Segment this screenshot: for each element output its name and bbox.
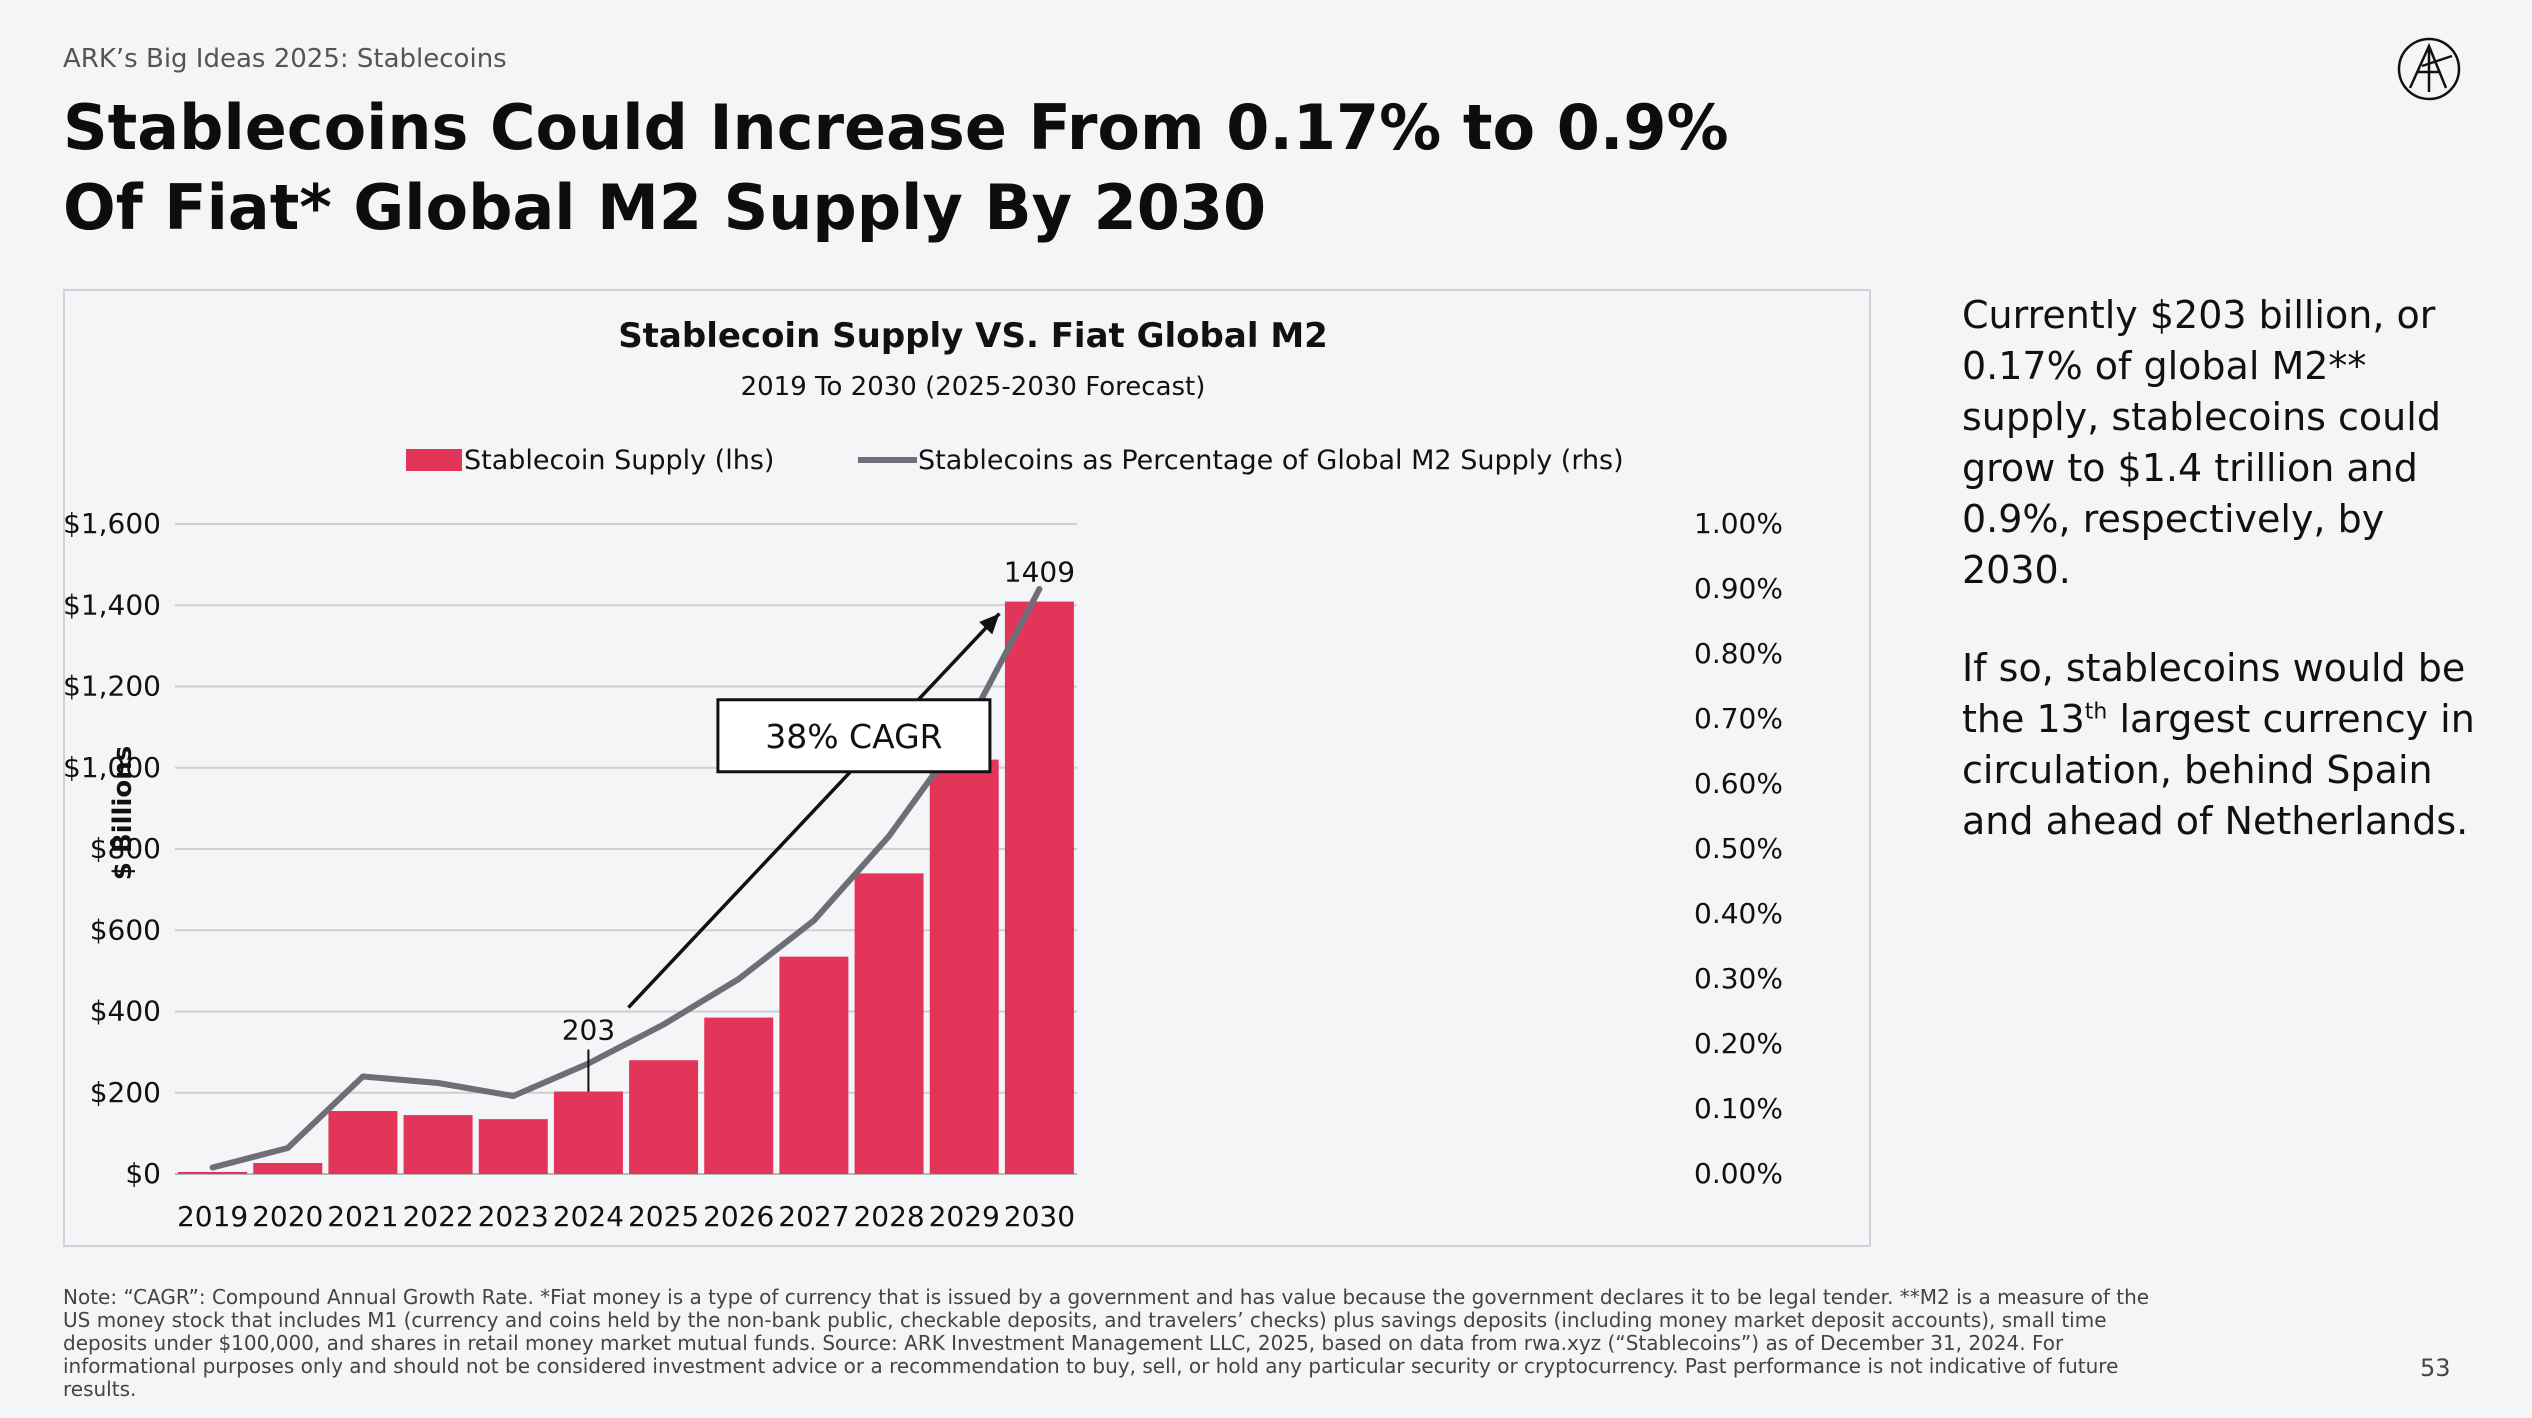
x-tick-label: 2029 xyxy=(929,1200,1000,1233)
ordinal-suffix: th xyxy=(2084,699,2108,725)
chart-title: Stablecoin Supply VS. Fiat Global M2 xyxy=(618,316,1328,356)
page-number: 53 xyxy=(2420,1354,2451,1382)
y-tick-left: $0 xyxy=(125,1157,161,1190)
cagr-box xyxy=(716,698,992,774)
footnote: Note: “CAGR”: Compound Annual Growth Rat… xyxy=(63,1285,2150,1401)
legend-bar-label: Stablecoin Supply (lhs) xyxy=(464,445,774,476)
y-tick-right: 0.30% xyxy=(1694,962,1783,995)
cagr-label: 38% CAGR xyxy=(765,717,942,756)
x-tick-label: 2022 xyxy=(402,1200,473,1233)
y-tick-left: $1,000 xyxy=(65,751,161,784)
bar-2025 xyxy=(629,1060,699,1174)
bar-2020 xyxy=(253,1163,323,1174)
insight-paragraph-2: If so, stablecoins would be the 13th lar… xyxy=(1962,643,2482,847)
y-tick-right: 0.80% xyxy=(1694,637,1783,670)
cagr-arrow-line xyxy=(627,612,1001,1009)
y-tick-right: 0.10% xyxy=(1694,1092,1783,1125)
y-tick-right: 0.60% xyxy=(1694,767,1783,800)
y-axis-label: $ Billions xyxy=(108,746,138,880)
bar-2026 xyxy=(704,1017,774,1174)
x-tick-label: 2024 xyxy=(553,1200,624,1233)
page-title: Stablecoins Could Increase From 0.17% to… xyxy=(63,91,1729,244)
m2-share-point-2030 xyxy=(1036,586,1043,592)
insight-text-b: largest currency in circulation, behind … xyxy=(1962,697,2475,843)
y-tick-right: 0.50% xyxy=(1694,832,1783,865)
ark-logo-icon xyxy=(2397,37,2461,101)
m2-share-point-2020 xyxy=(284,1145,291,1151)
y-tick-right: 0.40% xyxy=(1694,897,1783,930)
cagr-arrow-head xyxy=(979,613,1000,635)
bar-2022 xyxy=(403,1115,473,1174)
y-tick-right: 0.70% xyxy=(1694,702,1783,735)
bar-2029 xyxy=(929,759,999,1174)
m2-share-point-2019 xyxy=(209,1164,216,1171)
label-2030-value: 1409 xyxy=(1004,556,1075,589)
y-tick-right: 0.90% xyxy=(1694,572,1783,605)
x-tick-label: 2023 xyxy=(478,1200,549,1233)
bar-2021 xyxy=(328,1111,398,1174)
insight-text-a: If so, stablecoins would be the 13 xyxy=(1962,646,2466,741)
insight-paragraph-1: Currently $203 billion, or 0.17% of glob… xyxy=(1962,293,2441,592)
y-tick-left: $200 xyxy=(90,1076,161,1109)
y-tick-left: $1,400 xyxy=(65,588,161,621)
y-tick-left: $600 xyxy=(90,913,161,946)
y-tick-right: 1.00% xyxy=(1694,507,1783,540)
m2-share-point-2028 xyxy=(886,833,893,839)
y-tick-left: $400 xyxy=(90,995,161,1028)
y-tick-right: 0.20% xyxy=(1694,1027,1783,1060)
bar-2027 xyxy=(779,956,849,1174)
x-tick-label: 2021 xyxy=(327,1200,398,1233)
bar-2023 xyxy=(478,1119,548,1174)
x-tick-label: 2027 xyxy=(778,1200,849,1233)
x-tick-label: 2020 xyxy=(252,1200,323,1233)
y-tick-left: $1,200 xyxy=(65,670,161,703)
m2-share-point-2026 xyxy=(735,976,742,982)
x-tick-label: 2026 xyxy=(703,1200,774,1233)
y-tick-right: 0.00% xyxy=(1694,1157,1783,1190)
y-tick-left: $1,600 xyxy=(65,507,161,540)
y-tick-left: $800 xyxy=(90,832,161,865)
bar-2019 xyxy=(178,1171,248,1174)
chart-subtitle: 2019 To 2030 (2025-2030 Forecast) xyxy=(741,372,1206,402)
bar-2024 xyxy=(553,1091,623,1174)
m2-share-point-2021 xyxy=(359,1073,366,1080)
m2-share-point-2022 xyxy=(435,1080,442,1086)
x-tick-label: 2030 xyxy=(1004,1200,1075,1233)
bar-2030 xyxy=(1004,601,1074,1174)
chart-panel: Stablecoin Supply VS. Fiat Global M2 201… xyxy=(63,289,1871,1247)
m2-share-point-2025 xyxy=(660,1021,667,1028)
m2-share-point-2027 xyxy=(810,917,817,924)
stablecoin-chart: Stablecoin Supply VS. Fiat Global M2 201… xyxy=(65,316,1783,1233)
label-2024-value: 203 xyxy=(562,1014,615,1047)
x-tick-label: 2019 xyxy=(177,1200,248,1233)
legend-line-label: Stablecoins as Percentage of Global M2 S… xyxy=(918,445,1624,476)
x-tick-label: 2028 xyxy=(853,1200,924,1233)
deck-kicker: ARK’s Big Ideas 2025: Stablecoins xyxy=(63,44,507,74)
m2-share-line xyxy=(211,587,1043,1171)
m2-share-point-2023 xyxy=(510,1093,517,1099)
legend-bar-swatch xyxy=(406,449,462,471)
bar-2028 xyxy=(854,873,924,1174)
x-tick-label: 2025 xyxy=(628,1200,699,1233)
